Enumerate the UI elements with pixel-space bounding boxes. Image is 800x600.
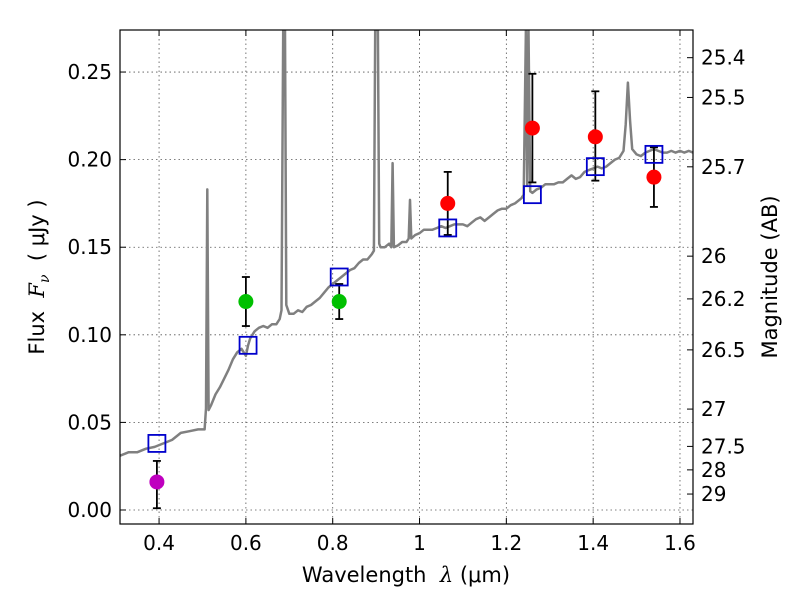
y2-tick-label: 28 bbox=[701, 458, 726, 482]
plot-area bbox=[120, 30, 693, 457]
observed-flux-marker bbox=[646, 169, 662, 185]
y-axis-title: Flux Fν ( μJy ) bbox=[25, 199, 53, 354]
plot-background bbox=[120, 30, 693, 524]
observed-flux-marker bbox=[149, 474, 165, 490]
x-tick-label: 1.6 bbox=[664, 531, 696, 555]
x-axis-title: Wavelength λ (μm) bbox=[302, 563, 510, 587]
model-square-marker bbox=[522, 185, 542, 205]
y-tick-label: 0.05 bbox=[67, 410, 112, 434]
y2-tick-label: 26 bbox=[701, 244, 726, 268]
y2-tick-label: 25.5 bbox=[701, 85, 746, 109]
spectrum-line bbox=[120, 30, 693, 457]
observed-flux-marker bbox=[440, 195, 456, 211]
y-tick-label: 0.15 bbox=[67, 235, 112, 259]
y2-tick-label: 26.2 bbox=[701, 287, 746, 311]
observed-flux-marker bbox=[238, 294, 254, 310]
model-square-marker bbox=[238, 335, 258, 355]
y-tick-label: 0.20 bbox=[67, 148, 112, 172]
x-tick-label: 0.8 bbox=[317, 531, 349, 555]
model-square-marker bbox=[329, 267, 349, 287]
observed-flux-marker bbox=[524, 120, 540, 136]
x-tick-label: 0.4 bbox=[143, 531, 175, 555]
x-tick-label: 1 bbox=[413, 531, 426, 555]
y-tick-label: 0.10 bbox=[67, 323, 112, 347]
observed-flux-marker bbox=[331, 294, 347, 310]
plot-frame bbox=[119, 29, 694, 525]
axis-ticks: 0.4 0.6 0.8 1 1.2 1.4 1.6 0.00 0.05 0.10 0.15 0.20 0… bbox=[67, 30, 746, 555]
model-square-marker bbox=[585, 157, 605, 177]
grid bbox=[120, 30, 693, 524]
y2-axis-title: Magnitude (AB) bbox=[758, 195, 782, 358]
x-tick-label: 1.4 bbox=[577, 531, 609, 555]
x-tick-label: 1.2 bbox=[490, 531, 522, 555]
y2-tick-label: 25.4 bbox=[701, 46, 746, 70]
model-square-marker bbox=[438, 218, 458, 238]
y-tick-label: 0.25 bbox=[67, 60, 112, 84]
y2-tick-label: 26.5 bbox=[701, 338, 746, 362]
model-square-marker bbox=[644, 144, 664, 164]
x-tick-label: 0.6 bbox=[230, 531, 262, 555]
error-bars bbox=[147, 72, 664, 510]
y-tick-label: 0.00 bbox=[67, 498, 112, 522]
observed-flux-marker bbox=[587, 129, 603, 145]
y2-tick-label: 27 bbox=[701, 397, 726, 421]
y2-tick-label: 29 bbox=[701, 482, 726, 506]
model-square-marker bbox=[147, 434, 167, 453]
y2-tick-label: 27.5 bbox=[701, 434, 746, 458]
y2-tick-label: 25.7 bbox=[701, 155, 746, 179]
